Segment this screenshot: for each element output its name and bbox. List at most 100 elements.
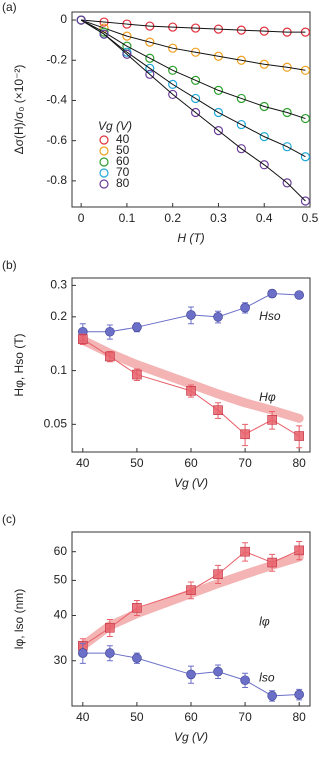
y-tick-label: 0.05 [44,417,68,431]
data-point [282,142,292,152]
data-point [213,569,223,580]
legend-marker [99,168,109,178]
data-point [168,79,178,89]
series-label: Hφ [259,390,276,404]
data-point [259,160,269,170]
data-point [240,302,250,313]
x-tick-label: 70 [238,456,252,470]
x-axis-label: H (T) [177,231,204,245]
data-point [240,546,250,557]
legend-title: Vg (V) [98,119,132,133]
data-point [122,31,132,41]
x-tick-label: 0.3 [210,211,227,225]
legend-marker [99,135,109,145]
data-point [294,689,304,700]
legend-marker [99,157,109,167]
data-point [105,622,115,633]
y-tick-label: 60 [54,544,68,558]
x-tick-label: 40 [76,456,90,470]
fit-band [78,552,304,651]
legend-marker [99,146,109,156]
x-tick-label: 0 [78,211,85,225]
data-point [282,107,292,118]
x-tick-label: 0.5 [302,211,319,225]
y-tick-label: 30 [54,653,68,667]
x-tick-label: 0.2 [164,211,181,225]
y-axis-label: Hφ, Hso (T) [12,333,26,396]
panel-label: (a) [2,0,17,14]
data-point [145,69,155,79]
data-point [259,101,269,112]
x-tick-label: 40 [76,710,90,724]
y-tick-label: 40 [54,608,68,622]
data-point [236,119,246,130]
fit-band [78,335,304,423]
data-point [78,648,88,658]
data-point [145,53,155,63]
data-point [267,288,277,299]
panel-label: (c) [2,512,16,526]
fit-line [80,19,306,158]
data-point [105,648,115,658]
y-axis-label: Δσ(H)/σ₀ (×10⁻²) [12,65,26,155]
data-point [145,37,155,47]
x-tick-label: 60 [184,456,198,470]
data-point [132,603,142,613]
legend-label: 80 [116,176,130,190]
data-point [213,666,223,677]
data-point [186,585,196,595]
data-point [76,15,86,25]
data-point [213,312,223,322]
legend-label: 60 [116,154,130,168]
x-tick-label: 50 [130,456,144,470]
x-tick-label: 70 [238,710,252,724]
x-tick-label: 50 [130,710,144,724]
y-tick-label: -0.6 [46,133,67,147]
data-point [168,65,178,75]
data-point [213,126,224,136]
data-point [78,334,88,344]
data-point [186,310,196,320]
data-point [145,63,155,73]
data-point [213,405,223,416]
data-point [240,429,250,440]
data-point [190,93,201,104]
data-point [236,144,246,154]
x-axis-label: Vg (V) [174,730,208,744]
series-label: lφ [259,615,270,629]
y-tick-label: 0.1 [50,363,67,377]
x-tick-label: 80 [293,710,307,724]
legend-label: 70 [116,165,130,179]
fit-line [80,19,306,120]
legend-label: 50 [116,143,130,157]
data-point [259,132,269,142]
y-axis-label: lφ, lso (nm) [12,589,26,649]
data-point [300,196,311,206]
data-point [213,85,224,96]
panel-label: (b) [2,258,17,272]
data-point [168,89,178,100]
x-tick-label: 80 [293,456,307,470]
data-point [213,107,224,118]
data-point [132,322,142,332]
fit-line [80,19,306,71]
x-tick-label: 60 [184,710,198,724]
data-point [236,93,246,104]
data-point [267,691,277,701]
data-point [132,653,142,663]
legend-label: 40 [116,132,130,146]
plot-frame [71,277,311,453]
y-tick-label: 0 [60,12,67,26]
x-tick-label: 0.1 [119,211,136,225]
series-label: lso [259,671,275,685]
data-point [259,59,269,69]
data-point [240,675,250,686]
data-point [294,290,304,300]
data-point [105,326,115,337]
data-point [300,152,311,162]
y-tick-label: -0.8 [46,173,67,187]
plot-frame [71,11,311,208]
data-point [300,65,311,75]
data-point [186,386,196,396]
